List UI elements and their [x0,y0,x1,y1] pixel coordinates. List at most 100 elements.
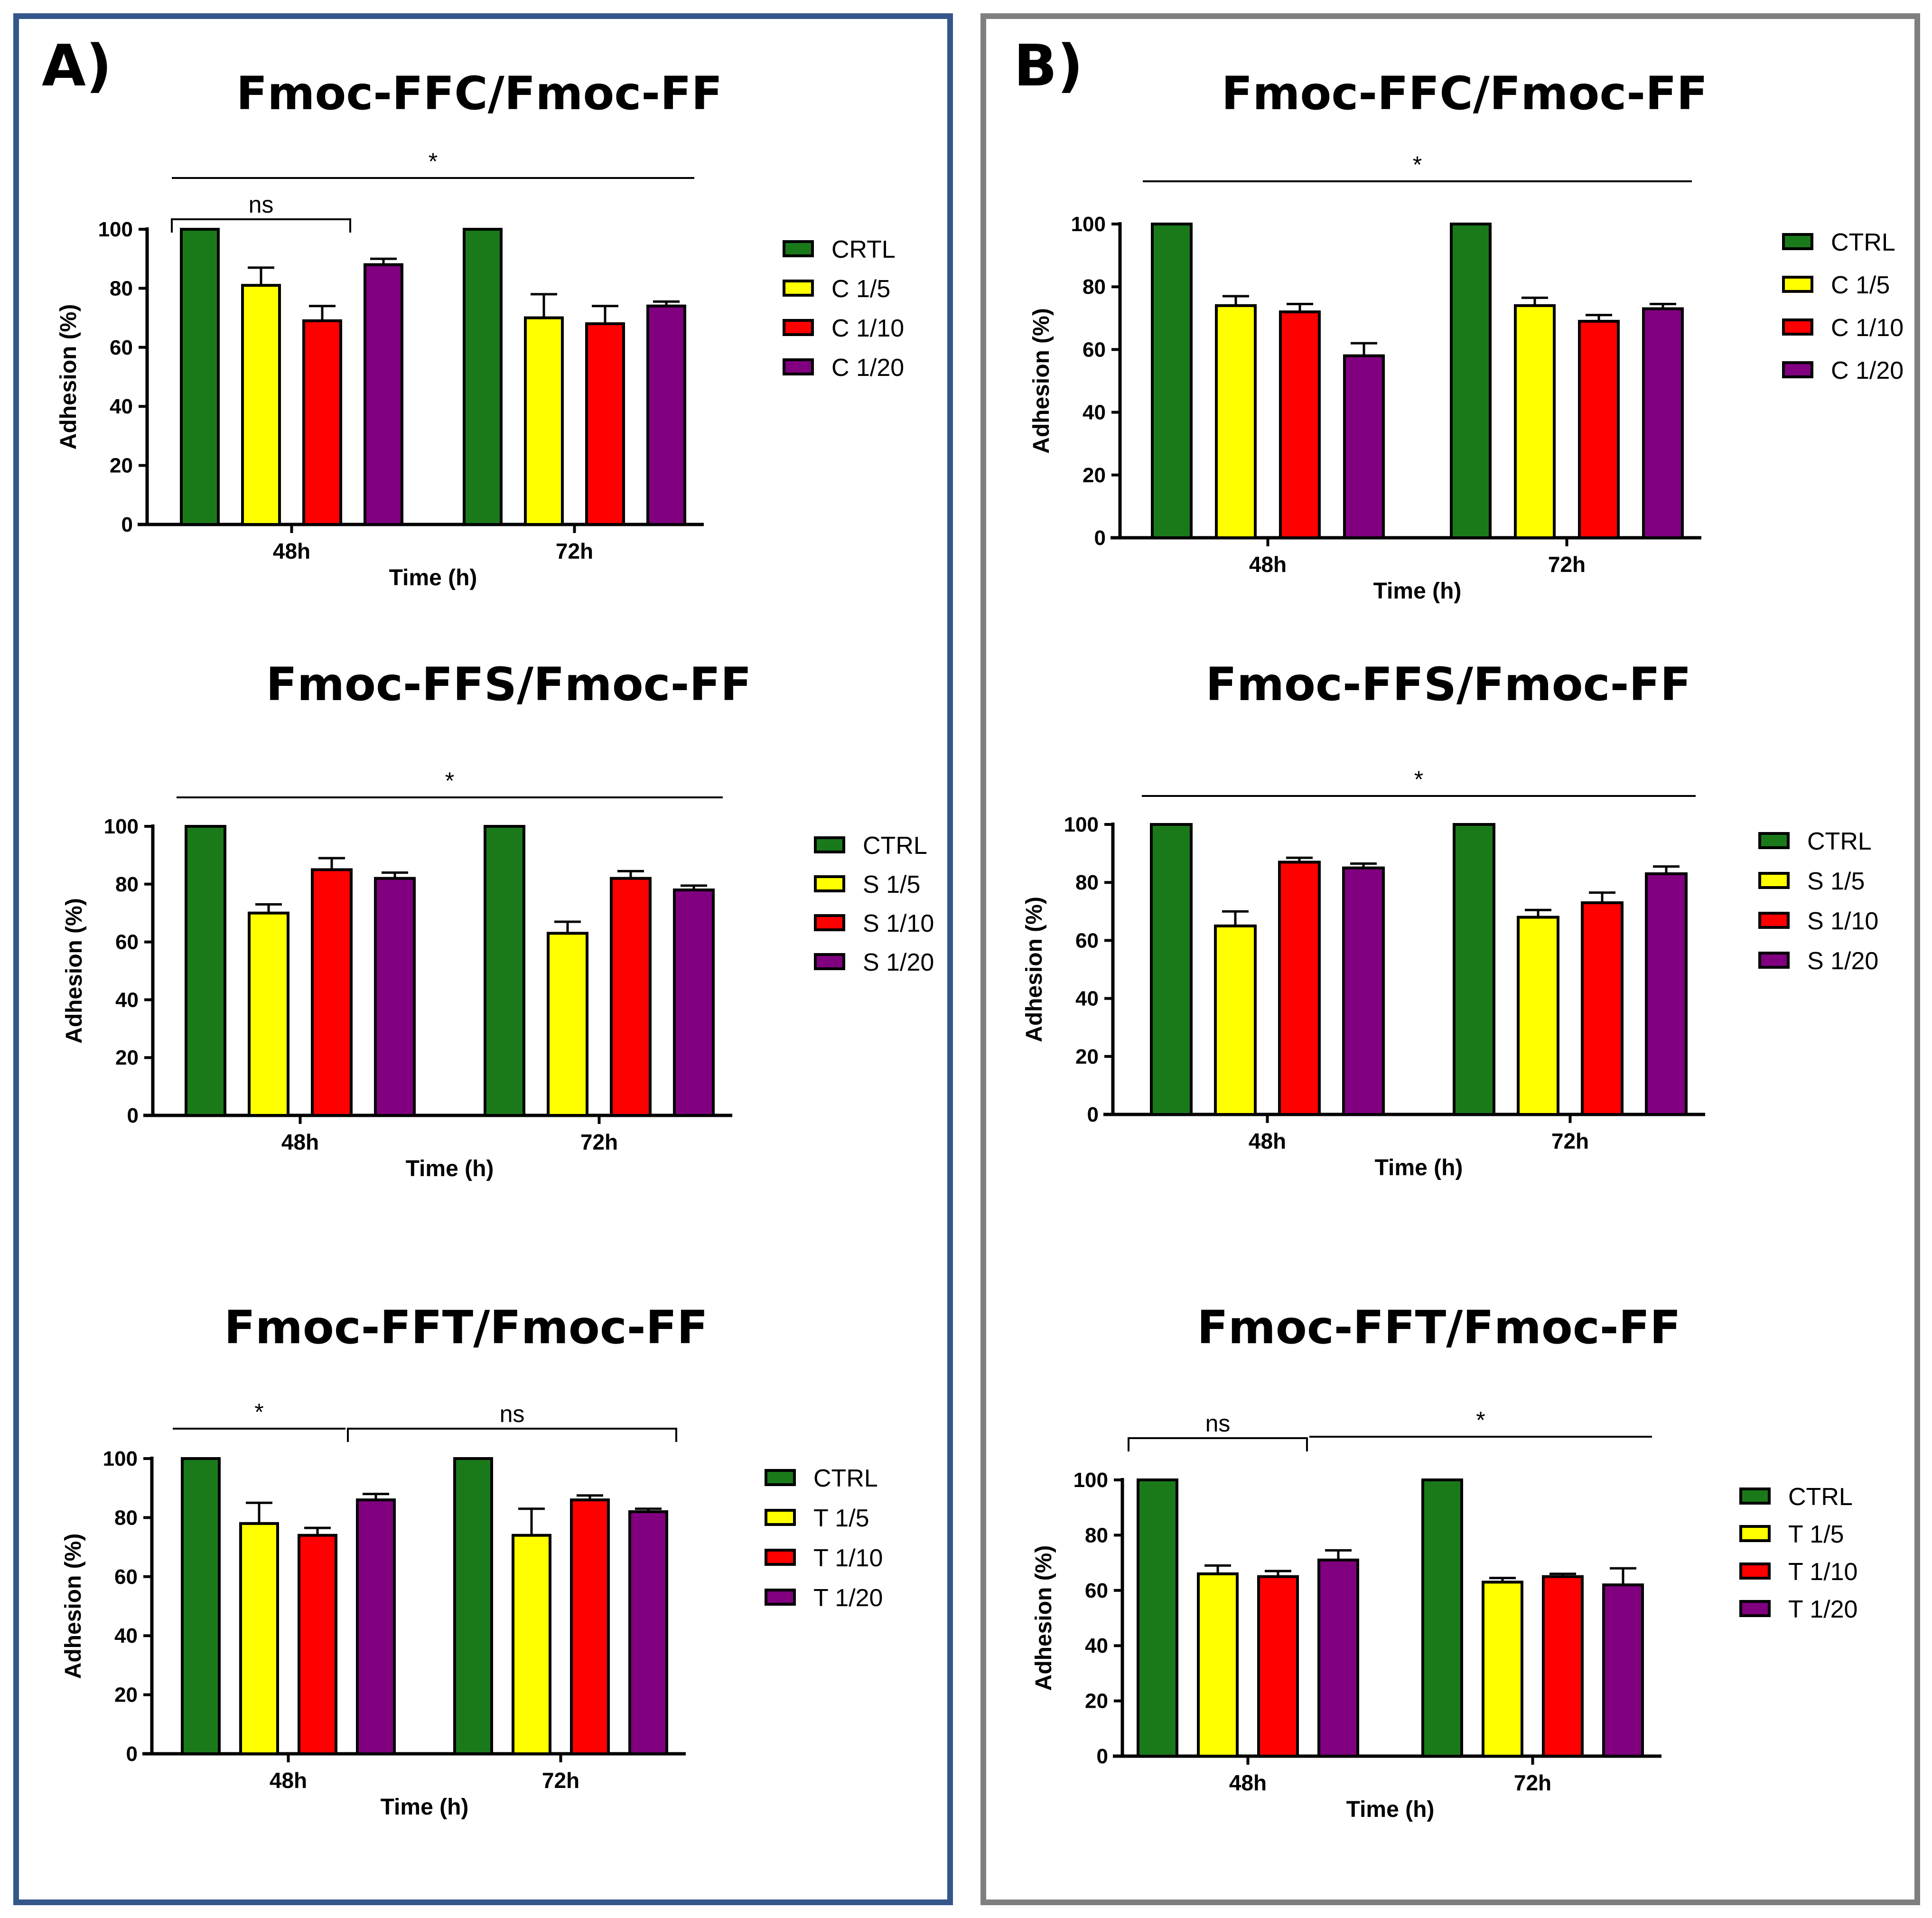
legend-swatch [814,836,845,853]
legend-swatch [814,914,845,931]
x-tick-label: 48h [273,539,310,563]
y-tick-label: 20 [1085,1690,1108,1713]
bar-48h-t-1-5 [1197,1572,1239,1758]
y-tick-label: 40 [1075,987,1099,1010]
significance-bracket [347,1428,677,1442]
legend-label: T 1/10 [813,1544,883,1572]
bar-72h-s-1-20 [673,888,715,1117]
x-tick-label: 72h [1514,1770,1551,1795]
y-tick-label: 100 [103,1447,138,1470]
x-tick-label: 48h [270,1768,307,1793]
legend-swatch [765,1589,796,1606]
chart-title-a3: Fmoc-FFT/Fmoc-FF [224,1301,708,1354]
y-tick-label: 40 [114,1624,138,1647]
y-tick-label: 100 [98,218,133,241]
bar-72h-t-1-20 [1602,1583,1644,1758]
significance-label: * [1476,1407,1485,1433]
bar-72h-s-1-10 [610,877,652,1117]
chart-title-b3: Fmoc-FFT/Fmoc-FF [1197,1301,1680,1354]
y-tick-label: 0 [1087,1103,1099,1126]
bar-48h-c-1-20 [1343,354,1385,539]
y-tick-label: 60 [110,336,133,359]
x-tick-label: 72h [580,1130,618,1154]
y-tick-label: 0 [1097,1745,1108,1768]
x-axis-label: Time (h) [389,565,477,590]
x-axis-label: Time (h) [381,1795,469,1820]
legend-swatch [783,280,814,297]
legend-swatch [783,319,814,336]
significance-label: ns [249,191,274,218]
x-tick-label: 48h [1229,1770,1267,1795]
bar-72h-s-1-10 [1581,901,1624,1116]
x-tick-label: 48h [1249,552,1287,577]
legend-label: T 1/20 [1788,1596,1857,1623]
x-axis-label: Time (h) [1346,1797,1435,1822]
y-tick-label: 0 [1094,526,1106,550]
y-tick-label: 60 [115,931,139,954]
bar-72h-s-1-5 [547,932,588,1117]
legend-swatch [1758,832,1790,849]
legend-label: S 1/5 [1807,868,1865,895]
legend-swatch [1739,1600,1771,1617]
legend-swatch [814,953,845,970]
legend-swatch [814,875,845,892]
y-tick-label: 100 [1064,813,1099,836]
significance-label: ns [500,1401,525,1427]
chart-a-ffc: 0 20 40 60 80 100 Adhesion (%) 48h 72h Time (h) * n… [56,148,904,590]
chart-title-b2: Fmoc-FFS/Fmoc-FF [1205,658,1691,711]
legend-swatch [1782,361,1813,378]
legend-label: S 1/10 [1807,908,1878,935]
legend-label: T 1/10 [1788,1558,1857,1586]
legend-label: C 1/20 [1831,357,1904,384]
legend-label: C 1/10 [1831,314,1904,342]
y-tick-label: 60 [1083,338,1106,361]
bar-72h-ctrl [1450,223,1492,539]
bar-48h-t-1-5 [239,1522,279,1756]
y-tick-label: 40 [1083,401,1106,424]
y-tick-label: 20 [110,454,133,477]
legend-label: S 1/5 [863,871,920,898]
legend-swatch [1758,872,1790,889]
legend-swatch [1739,1488,1771,1505]
legend-label: C 1/20 [831,354,904,382]
y-tick-label: 20 [115,1046,139,1069]
bar-48h-t-1-20 [1317,1558,1359,1758]
legend-label: CRTL [831,236,896,263]
bar-72h-s-1-5 [1517,916,1559,1116]
y-tick-label: 80 [114,1506,138,1529]
bar-48h-c-1-5 [1215,304,1257,539]
bar-48h-c-1-10 [1279,310,1321,540]
chart-b-fft: 0 20 40 60 80 100 Adhesion (%) 48h 72h Time (h) ns… [1031,1407,1857,1822]
legend-swatch [765,1469,796,1486]
y-tick-label: 20 [1075,1045,1099,1068]
legend-swatch [1758,912,1790,929]
y-axis-label: Adhesion (%) [62,898,87,1044]
legend-swatch [1739,1525,1771,1542]
chart-a-fft: 0 20 40 60 80 100 Adhesion (%) 48h 72h Time (h) * n… [61,1399,883,1820]
x-tick-label: 72h [556,539,593,563]
bar-48h-ctrl [1151,223,1193,539]
bar-48h-t-1-10 [1257,1575,1299,1758]
legend-label: CTRL [1831,229,1895,256]
bar-48h-crtl [180,228,220,526]
bar-72h-c-1-5 [524,316,564,526]
bar-48h-s-1-5 [1214,924,1257,1116]
bar-48h-ctrl [1150,823,1193,1116]
bar-72h-c-1-20 [646,304,686,526]
y-axis-label: Adhesion (%) [1029,308,1054,454]
bar-72h-t-1-10 [570,1498,610,1756]
legend-swatch [765,1509,796,1526]
bar-48h-ctrl [185,825,226,1117]
x-tick-label: 72h [542,1768,579,1793]
bar-48h-t-1-20 [356,1498,396,1756]
y-tick-label: 20 [114,1684,138,1707]
y-tick-label: 0 [121,513,133,536]
chart-a-ffs: 0 20 40 60 80 100 Adhesion (%) 48h 72h Time (h) * C… [62,767,934,1181]
panel-a-border [13,13,953,1905]
bar-72h-ctrl [1453,823,1495,1116]
bar-48h-t-1-10 [298,1534,337,1755]
y-tick-label: 100 [1071,213,1106,236]
significance-label: * [1414,766,1423,793]
bar-72h-ctrl [1421,1478,1463,1758]
